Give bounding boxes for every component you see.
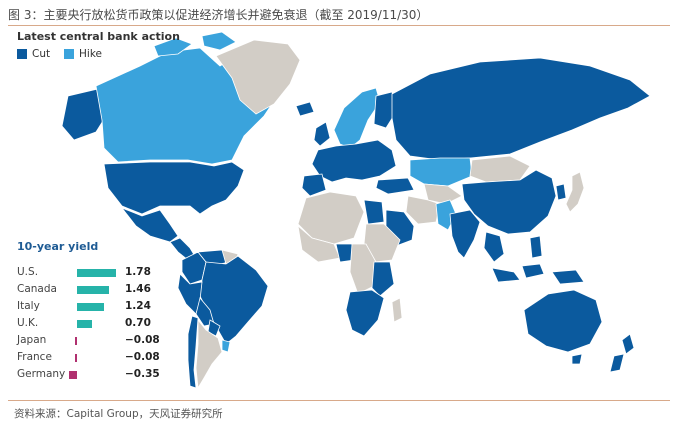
region-finland <box>373 91 397 129</box>
yield-country-label: Canada <box>17 283 57 295</box>
region-philippines <box>529 235 543 259</box>
region-tasmania <box>571 353 583 365</box>
region-east-africa <box>371 261 395 297</box>
yield-country-label: U.K. <box>17 317 39 329</box>
region-indonesia <box>521 263 545 279</box>
yield-bar <box>77 269 117 277</box>
yield-country-label: U.S. <box>17 266 39 278</box>
region-uruguay <box>221 339 231 353</box>
region-canada-arctic <box>153 37 193 57</box>
region-western-europe <box>311 139 397 183</box>
region-greenland <box>215 39 301 115</box>
top-rule <box>8 25 670 26</box>
region-paraguay <box>207 319 221 337</box>
region-mongolia <box>469 155 531 183</box>
bottom-rule <box>8 400 670 401</box>
region-new-zealand <box>609 353 625 373</box>
yield-value-label: −0.08 <box>125 334 160 346</box>
region-central-asia <box>423 183 463 205</box>
region-papua <box>551 269 585 285</box>
world-map <box>61 31 651 390</box>
yield-row: U.K. 0.70 <box>17 317 177 331</box>
yield-value-label: −0.08 <box>125 351 160 363</box>
region-new-zealand <box>621 333 635 355</box>
yield-country-label: Japan <box>17 334 47 346</box>
region-united-kingdom <box>313 121 331 147</box>
region-united-states <box>103 161 245 215</box>
yield-bar <box>69 371 77 379</box>
region-iceland <box>295 101 315 117</box>
legend-cut-label: Cut <box>32 48 51 60</box>
yield-title: 10-year yield <box>17 240 99 253</box>
region-chile <box>187 315 199 389</box>
region-turkey <box>375 177 415 195</box>
yield-country-label: France <box>17 351 52 363</box>
region-egypt <box>363 199 385 225</box>
region-argentina <box>195 318 223 390</box>
yield-row: Japan −0.08 <box>17 334 177 348</box>
yield-country-label: Germany <box>17 368 66 380</box>
legend-hike: Hike <box>64 48 102 60</box>
yield-bar <box>75 337 77 345</box>
yield-value-label: 1.78 <box>125 266 151 278</box>
legend-hike-label: Hike <box>79 48 102 60</box>
yield-bar <box>77 286 110 294</box>
map-title: Latest central bank action <box>17 30 180 43</box>
region-china <box>461 169 557 235</box>
region-mexico <box>120 207 179 243</box>
figure-title: 图 3：主要央行放松货币政策以促进经济增长并避免衰退（截至 2019/11/30… <box>8 8 429 22</box>
yield-row: Canada 1.46 <box>17 283 177 297</box>
region-iberia <box>301 173 327 197</box>
region-brazil <box>199 255 269 345</box>
yield-bar <box>75 354 77 362</box>
region-australia <box>523 289 603 353</box>
region-kazakhstan <box>409 157 473 187</box>
region-japan <box>565 171 585 213</box>
yield-row: France −0.08 <box>17 351 177 365</box>
region-north-africa <box>297 191 365 245</box>
yield-value-label: 0.70 <box>125 317 151 329</box>
source-note: 资料来源：Capital Group，天风证券研究所 <box>14 408 223 420</box>
yield-row: Italy 1.24 <box>17 300 177 314</box>
yield-row: U.S. 1.78 <box>17 266 177 280</box>
region-korea <box>555 183 567 201</box>
region-russia <box>391 57 651 161</box>
yield-value-label: −0.35 <box>125 368 160 380</box>
region-scandinavia <box>333 87 381 149</box>
legend-cut: Cut <box>17 48 50 60</box>
region-madagascar <box>391 297 403 323</box>
yield-country-label: Italy <box>17 300 40 312</box>
legend-hike-swatch <box>64 49 74 59</box>
yield-value-label: 1.24 <box>125 300 151 312</box>
yield-bar <box>77 303 105 311</box>
region-india <box>449 209 481 259</box>
region-iran <box>405 195 441 225</box>
yield-value-label: 1.46 <box>125 283 151 295</box>
legend-cut-swatch <box>17 49 27 59</box>
region-southeast-asia <box>483 231 505 263</box>
region-canada-arctic <box>201 31 237 51</box>
region-indonesia <box>491 267 521 283</box>
yield-row: Germany −0.35 <box>17 368 177 382</box>
region-southern-africa <box>345 289 385 337</box>
yield-bar <box>77 320 93 328</box>
